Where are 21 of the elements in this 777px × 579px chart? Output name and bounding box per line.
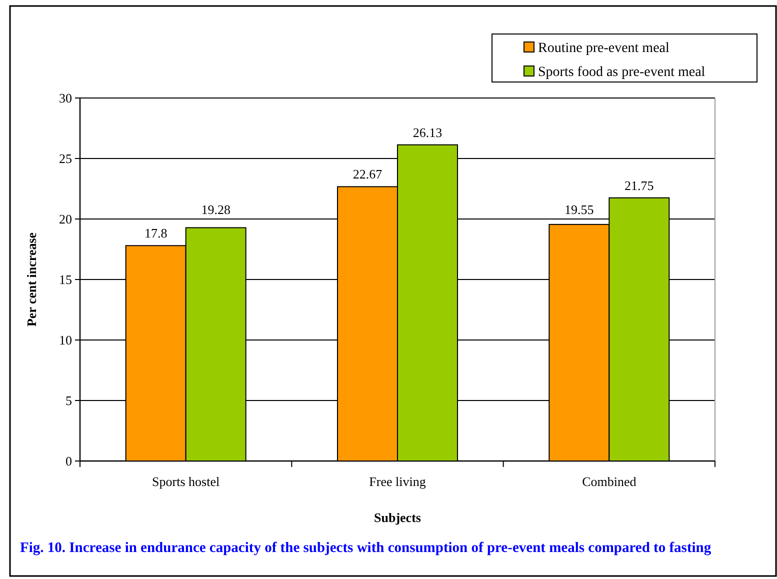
data-label: 22.67: [352, 166, 383, 182]
y-tick-label: 15: [59, 272, 72, 288]
data-label: 21.75: [624, 178, 654, 193]
data-label: 19.28: [201, 202, 230, 217]
x-tick-label: Combined: [582, 474, 637, 489]
y-tick-label: 25: [59, 151, 72, 166]
y-tick-label: 0: [66, 454, 72, 469]
y-tick-label: 5: [66, 393, 72, 408]
legend-label: Sports food as pre-event meal: [538, 64, 706, 80]
data-label: 19.55: [564, 202, 594, 217]
x-tick-label: Sports hostel: [152, 474, 220, 489]
y-tick-label: 20: [59, 212, 72, 227]
data-label: 17.8: [144, 226, 168, 241]
x-tick-label: Free living: [369, 474, 426, 489]
y-tick-label: 30: [59, 90, 72, 106]
x-axis-title: Subjects: [374, 510, 421, 525]
caption: Fig. 10. Increase in endurance capacity of the subjects with consumption of pre-event meals compared to fasting: [20, 540, 712, 556]
legend-label: Routine pre-event meal: [538, 40, 670, 56]
y-axis-title: Per cent increase: [24, 232, 39, 327]
data-label: 26.13: [412, 124, 442, 140]
y-tick-label: 10: [59, 332, 72, 348]
